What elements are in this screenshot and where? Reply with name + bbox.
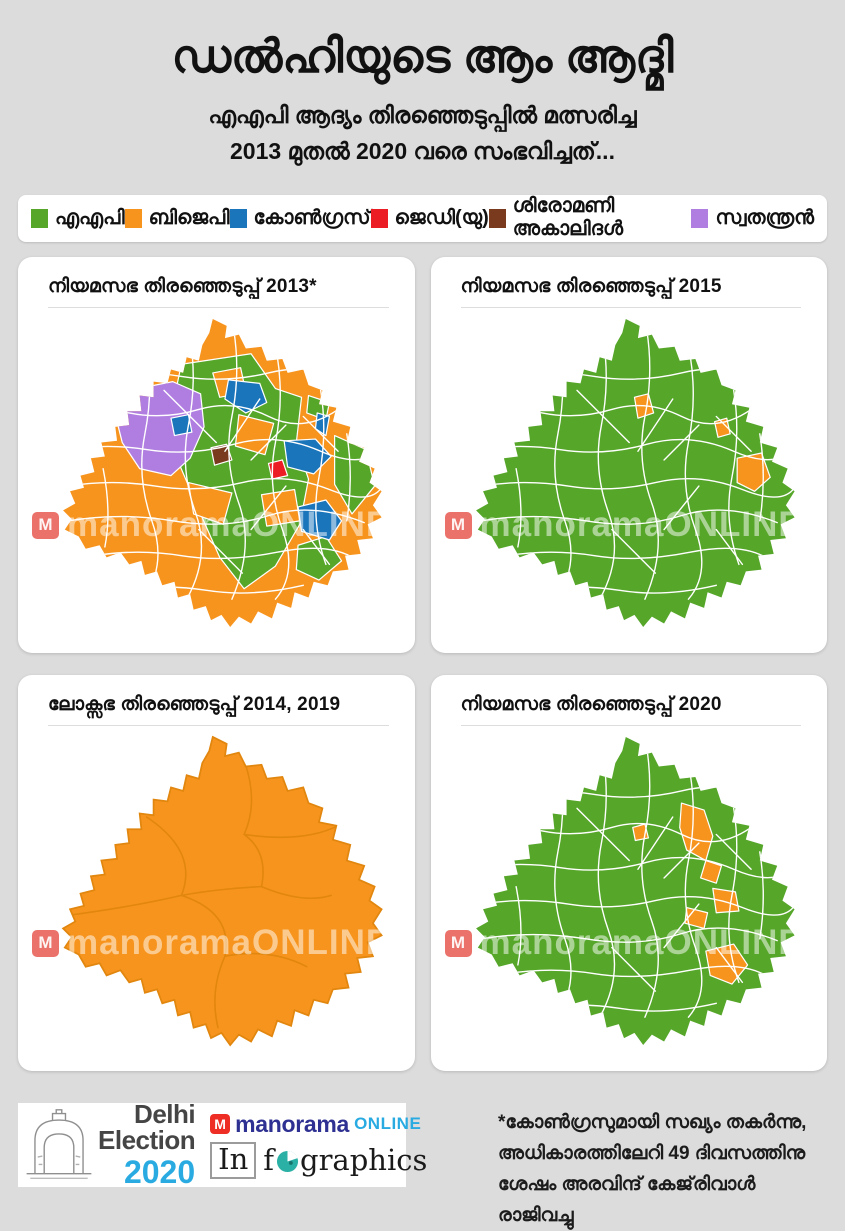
legend-item-bjp: ബിജെപി bbox=[124, 206, 230, 230]
delhi-election-title: Delhi Election bbox=[98, 1099, 196, 1156]
pie-chart-o-icon bbox=[276, 1150, 299, 1172]
legend-item-akali-dal: ശിരോമണി അകാലിദൾ bbox=[488, 195, 692, 241]
delhi-map-loksabha bbox=[62, 735, 383, 1046]
aap-regions-base bbox=[475, 736, 795, 1045]
bjp-regions bbox=[633, 393, 771, 492]
bjp-inner-regions bbox=[187, 366, 301, 527]
legend-item-aap: എഎപി bbox=[31, 207, 125, 230]
legend-swatch-aap bbox=[31, 208, 48, 228]
footnote-line-2: അധികാരത്തിലേറി 49 ദിവസത്തിനു bbox=[498, 1142, 806, 1164]
infographic-page: ഡൽഹിയുടെ ആം ആദ്മി എഎപി ആദ്യം തിരഞ്ഞെടുപ്… bbox=[0, 30, 845, 1226]
legend-swatch-congress bbox=[229, 208, 247, 228]
footnote: *കോൺഗ്രസുമായി സഖ്യം തകർന്നു, അധികാരത്തില… bbox=[498, 1103, 827, 1231]
map-panel-assembly-2020: നിയമസഭ തിരഞ്ഞെടുപ്പ് 2020 bbox=[430, 674, 827, 1071]
india-gate-icon bbox=[26, 1109, 92, 1179]
legend-label-aap: എഎപി bbox=[55, 206, 125, 229]
legend-swatch-jdu bbox=[370, 208, 388, 228]
manorama-logo-icon: M bbox=[210, 1114, 231, 1135]
party-legend: എഎപി ബിജെപി കോൺഗ്രസ് ജെഡി(യു) ശിരോമണി അക… bbox=[18, 194, 827, 242]
delhi-election-lockup: Delhi Election 2020 bbox=[98, 1099, 196, 1191]
panel-title-2015: നിയമസഭ തിരഞ്ഞെടുപ്പ് 2015 bbox=[460, 276, 801, 308]
map-panel-loksabha-2014-2019: ലോക്സഭ തിരഞ്ഞെടുപ്പ് 2014, 2019 M manora… bbox=[18, 674, 415, 1071]
online-wordmark: ONLINE bbox=[354, 1114, 422, 1134]
legend-item-independent: സ്വതന്ത്രൻ bbox=[691, 207, 814, 230]
panel-title-2013: നിയമസഭ തിരഞ്ഞെടുപ്പ് 2013* bbox=[48, 276, 389, 308]
map-panel-assembly-2015: നിയമസഭ തിരഞ്ഞെടുപ്പ് 2015 M m bbox=[430, 256, 827, 653]
page-title: ഡൽഹിയുടെ ആം ആദ്മി bbox=[171, 30, 674, 82]
delhi-map-2020 bbox=[475, 736, 795, 1045]
footnote-line-1: *കോൺഗ്രസുമായി സഖ്യം തകർന്നു, bbox=[498, 1111, 807, 1133]
footer: Delhi Election 2020 M manorama ONLINE In… bbox=[18, 1099, 827, 1231]
infographics-wordmark: In f graphics bbox=[210, 1141, 427, 1179]
panel-title-loksabha: ലോക്സഭ തിരഞ്ഞെടുപ്പ് 2014, 2019 bbox=[48, 694, 389, 726]
legend-label-akali-dal: ശിരോമണി അകാലിദൾ bbox=[512, 195, 624, 241]
subtitle-line-2: 2013 മുതൽ 2020 വരെ സംഭവിച്ചത്... bbox=[230, 137, 615, 164]
legend-label-congress: കോൺഗ്രസ് bbox=[253, 206, 371, 229]
legend-swatch-bjp bbox=[124, 208, 142, 228]
legend-label-bjp: ബിജെപി bbox=[148, 206, 230, 229]
delhi-election-badge: Delhi Election 2020 M manorama ONLINE In… bbox=[18, 1099, 427, 1191]
legend-item-congress: കോൺഗ്രസ് bbox=[229, 206, 371, 230]
infographics-in-box: In bbox=[210, 1141, 257, 1179]
legend-item-jdu: ജെഡി(യു) bbox=[370, 206, 489, 230]
bjp-regions-base bbox=[62, 735, 383, 1046]
delhi-map-2013 bbox=[63, 318, 382, 627]
legend-swatch-akali-dal bbox=[488, 208, 506, 228]
delhi-map-2015 bbox=[475, 318, 795, 627]
legend-label-independent: സ്വതന്ത്രൻ bbox=[715, 206, 814, 229]
legend-swatch-independent bbox=[691, 208, 709, 228]
map-grid: നിയമസഭ തിരഞ്ഞെടുപ്പ് 2013* bbox=[18, 256, 827, 1071]
subtitle-line-1: എഎപി ആദ്യം തിരഞ്ഞെടുപ്പിൽ മത്സരിച്ച bbox=[208, 101, 637, 128]
manorama-wordmark: manorama bbox=[235, 1110, 350, 1137]
page-subtitle: എഎപി ആദ്യം തിരഞ്ഞെടുപ്പിൽ മത്സരിച്ച 2013… bbox=[0, 97, 845, 169]
manorama-brand-lockup: M manorama ONLINE In f graphics bbox=[210, 1111, 427, 1179]
panel-title-2020: നിയമസഭ തിരഞ്ഞെടുപ്പ് 2020 bbox=[460, 694, 801, 726]
map-panel-assembly-2013: നിയമസഭ തിരഞ്ഞെടുപ്പ് 2013* bbox=[18, 256, 415, 653]
delhi-election-year: 2020 bbox=[123, 1154, 196, 1191]
legend-label-jdu: ജെഡി(യു) bbox=[394, 206, 489, 229]
